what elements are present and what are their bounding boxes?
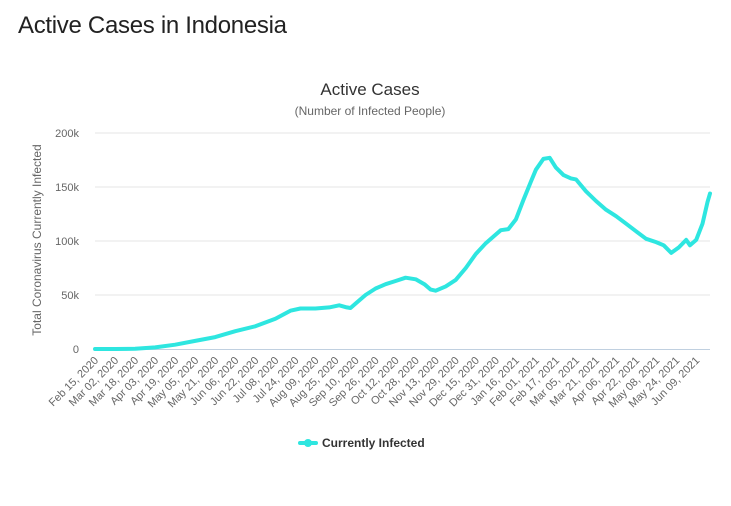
y-axis-title: Total Coronavirus Currently Infected (30, 144, 44, 335)
legend-marker (304, 439, 312, 447)
series-layer (93, 155, 712, 351)
legend-label: Currently Infected (322, 436, 425, 450)
y-tick-label: 150k (55, 182, 79, 194)
y-tick-label: 100k (55, 236, 79, 248)
chart-subtitle: (Number of Infected People) (295, 104, 446, 118)
y-axis-ticks: 0 50k 100k 150k 200k (55, 128, 79, 356)
y-tick-label: 200k (55, 128, 79, 140)
grid-lines (95, 132, 710, 296)
y-tick-label: 0 (73, 344, 79, 356)
chart-title: Active Cases (320, 80, 419, 99)
legend[interactable]: Currently Infected (298, 436, 425, 450)
page-heading: Active Cases in Indonesia (18, 12, 287, 39)
y-tick-label: 50k (61, 290, 79, 302)
series-line-currently-infected (93, 155, 712, 351)
